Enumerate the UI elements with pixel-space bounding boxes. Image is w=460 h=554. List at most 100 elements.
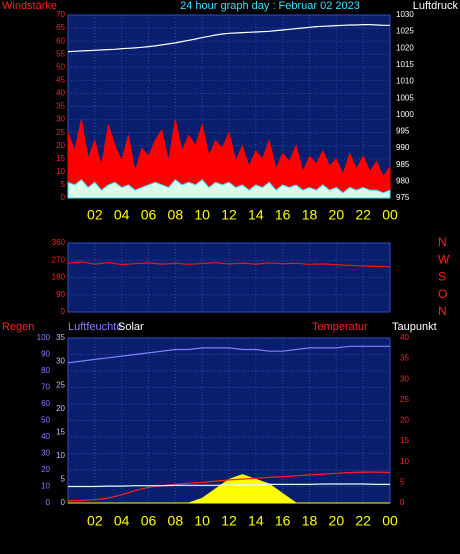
y-tick-label: 90 [41, 350, 50, 359]
y2-tick-label: 1015 [396, 60, 414, 69]
direction-label: O [438, 287, 447, 301]
y-tick-label: 0 [61, 193, 66, 202]
y2-tick-label: 980 [396, 176, 410, 185]
y-tick-label: 70 [41, 383, 50, 392]
y2-tick-label: 5 [400, 477, 405, 486]
x-tick-label: 02 [87, 207, 103, 223]
direction-label: N [438, 235, 447, 249]
y-tick-label: 25 [56, 128, 65, 137]
direction-label: N [438, 304, 447, 318]
y-tick-label: 30 [41, 449, 50, 458]
y2-tick-label: 10 [400, 457, 409, 466]
x-tick-label: 06 [141, 513, 157, 529]
series-area [68, 474, 390, 504]
x-tick-label: 14 [248, 207, 264, 223]
y2-axis-label: Luftdruck [413, 0, 459, 12]
y-tick-label: 0 [46, 498, 51, 507]
x-tick-label: 14 [248, 513, 264, 529]
y2-tick-label: 30 [400, 374, 409, 383]
y2-tick-label: 20 [400, 416, 409, 425]
y-tick-label: 65 [56, 23, 65, 32]
y3-tick-label: 10 [56, 451, 65, 460]
y2-tick-label: 1025 [396, 27, 414, 36]
y2-tick-label: 1005 [396, 93, 414, 102]
x-tick-label: 04 [114, 513, 130, 529]
y2-tick-label: 995 [396, 127, 410, 136]
y-tick-label: 20 [41, 465, 50, 474]
y-tick-label: 270 [52, 255, 66, 264]
y-tick-label: 60 [41, 399, 50, 408]
x-tick-label: 18 [302, 207, 318, 223]
y-tick-label: 180 [52, 273, 66, 282]
x-tick-label: 12 [221, 207, 237, 223]
y3-tick-label: 20 [56, 404, 65, 413]
y3-tick-label: 5 [61, 475, 66, 484]
y-tick-label: 45 [56, 75, 65, 84]
x-tick-label: 00 [382, 513, 398, 529]
y-tick-label: 50 [41, 416, 50, 425]
y-tick-label: 10 [56, 167, 65, 176]
y2-tick-label: 1020 [396, 43, 414, 52]
y2-tick-label: 25 [400, 395, 409, 404]
series-line [68, 483, 390, 488]
y3-tick-label: 25 [56, 380, 65, 389]
x-tick-label: 08 [168, 513, 184, 529]
series-line [67, 261, 391, 268]
y-tick-label: 360 [52, 238, 66, 247]
legend-label: Luftfeuchte [68, 321, 122, 333]
y-tick-label: 40 [56, 89, 65, 98]
x-tick-label: 10 [194, 207, 210, 223]
series-area [67, 119, 391, 199]
y-tick-label: 40 [41, 432, 50, 441]
y3-tick-label: 15 [56, 427, 65, 436]
y3-tick-label: 35 [56, 333, 65, 342]
y2-tick-label: 1010 [396, 77, 414, 86]
series-area [67, 179, 391, 199]
direction-label: S [438, 270, 446, 284]
y-tick-label: 50 [56, 62, 65, 71]
y-tick-label: 55 [56, 49, 65, 58]
x-tick-label: 04 [114, 207, 130, 223]
x-tick-label: 22 [355, 513, 371, 529]
x-tick-label: 20 [329, 513, 345, 529]
x-tick-label: 00 [382, 207, 398, 223]
y2-tick-label: 990 [396, 143, 410, 152]
x-tick-label: 16 [275, 513, 291, 529]
legend-label: Temperatur [312, 321, 368, 333]
series-line [67, 24, 390, 53]
y-tick-label: 80 [41, 366, 50, 375]
x-tick-label: 10 [194, 513, 210, 529]
x-tick-label: 20 [329, 207, 345, 223]
y-tick-label: 60 [56, 36, 65, 45]
y-tick-label: 70 [56, 10, 65, 19]
y3-tick-label: 30 [56, 357, 65, 366]
y2-tick-label: 1030 [396, 10, 414, 19]
y-tick-label: 0 [61, 307, 66, 316]
x-tick-label: 22 [355, 207, 371, 223]
x-tick-label: 02 [87, 513, 103, 529]
chart-title: 24 hour graph day : Februar 02 2023 [180, 0, 360, 12]
x-tick-label: 18 [302, 513, 318, 529]
y2-tick-label: 975 [396, 193, 410, 202]
x-tick-label: 08 [168, 207, 184, 223]
y2-tick-label: 35 [400, 354, 409, 363]
y-tick-label: 35 [56, 102, 65, 111]
y3-axis-label: Regen [2, 321, 34, 333]
x-tick-label: 16 [275, 207, 291, 223]
legend-label: Taupunkt [392, 321, 437, 333]
y-tick-label: 20 [56, 141, 65, 150]
direction-label: W [438, 252, 450, 266]
x-tick-label: 12 [221, 513, 237, 529]
y-tick-label: 90 [56, 290, 65, 299]
y3-tick-label: 0 [61, 498, 66, 507]
y-tick-label: 15 [56, 154, 65, 163]
y2-tick-label: 985 [396, 160, 410, 169]
series-line [67, 471, 391, 502]
y-tick-label: 5 [61, 180, 66, 189]
y-tick-label: 100 [37, 333, 51, 342]
x-tick-label: 06 [141, 207, 157, 223]
series-line [67, 345, 390, 364]
y2-tick-label: 1000 [396, 110, 414, 119]
